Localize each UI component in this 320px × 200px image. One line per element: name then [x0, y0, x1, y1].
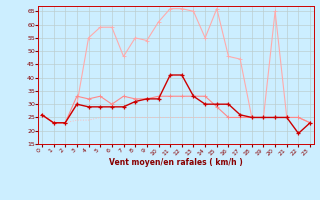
X-axis label: Vent moyen/en rafales ( km/h ): Vent moyen/en rafales ( km/h ) [109, 158, 243, 167]
